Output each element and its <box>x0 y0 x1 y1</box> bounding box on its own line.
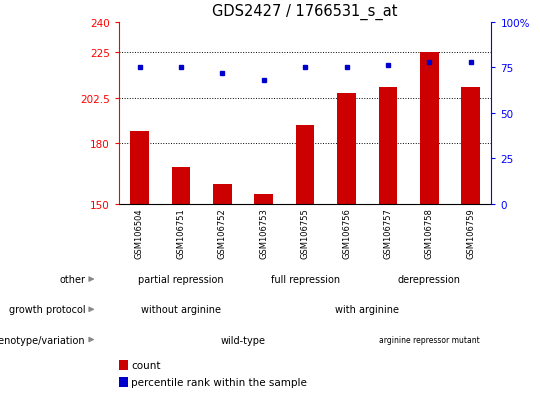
Text: other: other <box>59 274 85 285</box>
Bar <box>130 132 149 204</box>
Text: partial repression: partial repression <box>138 274 224 285</box>
Text: GSM106504: GSM106504 <box>135 207 144 258</box>
Bar <box>119 360 128 370</box>
Bar <box>420 53 438 204</box>
Text: GSM106758: GSM106758 <box>425 207 434 258</box>
Bar <box>119 377 128 387</box>
Bar <box>254 195 273 204</box>
Text: growth protocol: growth protocol <box>9 304 85 315</box>
Text: wild-type: wild-type <box>220 335 266 345</box>
Bar <box>337 93 356 204</box>
Text: full repression: full repression <box>271 274 340 285</box>
Text: GSM106751: GSM106751 <box>177 207 185 258</box>
Bar <box>379 87 397 204</box>
Bar <box>296 126 314 204</box>
Text: without arginine: without arginine <box>141 304 221 315</box>
Bar <box>213 184 232 204</box>
Text: GSM106753: GSM106753 <box>259 207 268 258</box>
Title: GDS2427 / 1766531_s_at: GDS2427 / 1766531_s_at <box>212 4 398 20</box>
Text: GSM106752: GSM106752 <box>218 207 227 258</box>
Text: GSM106756: GSM106756 <box>342 207 351 258</box>
Bar <box>461 87 480 204</box>
Text: percentile rank within the sample: percentile rank within the sample <box>131 377 307 387</box>
Text: count: count <box>131 360 160 370</box>
Bar <box>172 168 190 204</box>
Text: GSM106759: GSM106759 <box>466 207 475 258</box>
Text: GSM106757: GSM106757 <box>383 207 393 258</box>
Text: derepression: derepression <box>398 274 461 285</box>
Text: genotype/variation: genotype/variation <box>0 335 85 345</box>
Text: arginine repressor mutant: arginine repressor mutant <box>379 335 480 344</box>
Text: with arginine: with arginine <box>335 304 399 315</box>
Text: GSM106755: GSM106755 <box>301 207 309 258</box>
